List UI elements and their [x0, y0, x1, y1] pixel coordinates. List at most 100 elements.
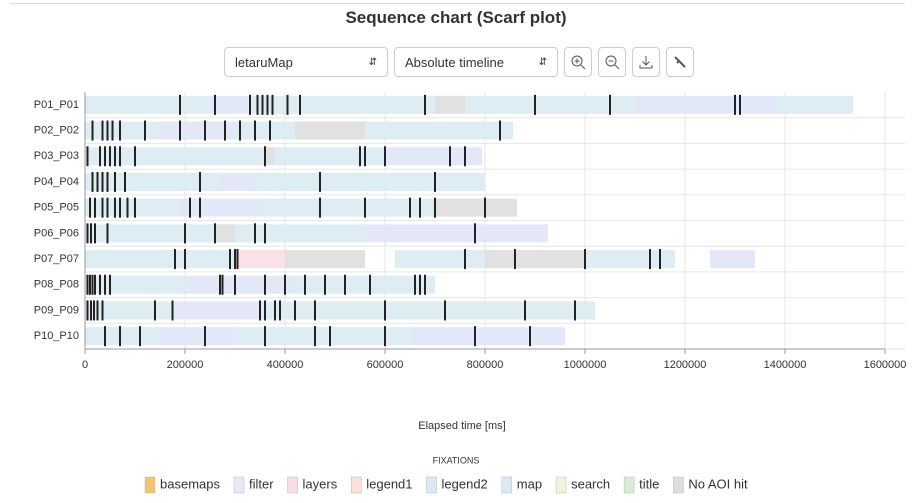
fixation-mark — [264, 326, 266, 347]
legend-label: legend1 — [366, 476, 412, 491]
y-tick-label: P10_P10 — [34, 330, 79, 342]
fixation-mark — [104, 146, 106, 167]
fixation-mark — [254, 223, 256, 244]
fixation-mark — [474, 326, 476, 347]
fixation-mark — [89, 197, 91, 218]
icon — [571, 55, 586, 70]
fixation-mark — [514, 249, 516, 270]
fixation-mark — [264, 274, 266, 295]
y-tick-label: P06_P06 — [34, 227, 79, 239]
fixation-mark — [259, 300, 261, 321]
fixation-mark — [384, 146, 386, 167]
fixation-mark — [319, 171, 321, 192]
fixation-mark — [91, 120, 94, 141]
fixation-mark — [464, 146, 466, 167]
x-tick-label: 1400000 — [764, 359, 807, 371]
icon — [674, 56, 686, 68]
fixation-mark — [101, 197, 104, 218]
fixation-mark — [179, 120, 181, 141]
fixation-mark — [96, 171, 99, 192]
aoi-segment — [235, 121, 295, 140]
aoi-segment — [465, 95, 635, 114]
fixation-mark — [254, 120, 256, 141]
zoom-out[interactable] — [598, 47, 626, 77]
fixation-mark — [474, 223, 476, 244]
aoi-segment — [85, 250, 235, 269]
fixation-mark — [204, 120, 206, 141]
fixation-mark — [234, 274, 236, 295]
fixation-mark — [179, 94, 181, 115]
fixation-mark — [409, 197, 411, 218]
legend-label: No AOI hit — [688, 476, 748, 491]
fixation-mark — [524, 300, 526, 321]
toolbar: letaruMap ⇵ Absolute timeline ⇵ — [224, 47, 694, 77]
fixation-mark — [184, 223, 186, 244]
x-tick-label: 800000 — [467, 359, 504, 371]
fixation-mark — [154, 300, 156, 321]
fixation-mark — [124, 171, 126, 192]
aoi-segment — [145, 147, 265, 166]
fixation-mark — [101, 300, 104, 321]
aoi-segment — [85, 224, 215, 243]
fixation-mark — [224, 120, 226, 141]
aoi-segment — [85, 198, 180, 217]
fixation-mark — [424, 274, 426, 295]
fixation-mark — [534, 94, 536, 115]
fixation-mark — [119, 120, 121, 141]
aoi-segment — [85, 121, 160, 140]
fixation-mark — [659, 249, 661, 270]
y-tick-label: P09_P09 — [34, 304, 79, 316]
aoi-segment — [255, 172, 365, 191]
fixation-mark — [189, 197, 191, 218]
zoom-in[interactable] — [564, 47, 592, 77]
fixation-mark — [384, 326, 386, 347]
fixation-mark — [86, 223, 89, 244]
fixation-mark — [314, 326, 316, 347]
fixation-mark — [204, 326, 206, 347]
fixation-mark — [86, 274, 89, 295]
fixation-mark — [184, 249, 186, 270]
divider — [10, 3, 905, 4]
fixation-mark — [364, 197, 366, 218]
aoi-segment — [295, 275, 435, 294]
fixation-mark — [314, 300, 316, 321]
fixation-mark — [304, 274, 306, 295]
legend-label: legend2 — [442, 476, 488, 491]
aoi-segment — [395, 301, 595, 320]
fixation-mark — [739, 94, 741, 115]
fixation-mark — [279, 300, 281, 321]
legend-label: title — [639, 476, 659, 491]
fixation-mark — [214, 94, 216, 115]
aoi-segment — [295, 121, 365, 140]
timeline-select[interactable]: Absolute timeline ⇵ — [394, 47, 558, 77]
aoi-segment — [265, 301, 395, 320]
settings[interactable] — [666, 47, 694, 77]
aoi-segment — [85, 301, 175, 320]
aoi-segment — [160, 121, 235, 140]
fixation-mark — [269, 120, 271, 141]
legend-swatch — [350, 476, 362, 494]
download[interactable] — [632, 47, 660, 77]
fixation-mark — [236, 249, 239, 270]
fixation-mark — [344, 274, 346, 295]
aoi-segment — [265, 147, 275, 166]
aoi-segment — [325, 198, 435, 217]
fixation-mark — [101, 171, 104, 192]
fixation-mark — [364, 146, 366, 167]
x-tick-label: 0 — [82, 359, 88, 371]
stimulus-select[interactable]: letaruMap ⇵ — [224, 47, 388, 77]
fixation-mark — [109, 274, 111, 295]
aoi-segment — [85, 327, 160, 346]
aoi-segment — [585, 250, 675, 269]
legend-label: map — [517, 476, 542, 491]
fixation-mark — [119, 146, 121, 167]
y-tick-label: P05_P05 — [34, 202, 79, 214]
fixation-mark — [90, 223, 92, 244]
fixation-mark — [106, 197, 109, 218]
x-tick-label: 1000000 — [564, 359, 607, 371]
fixation-mark — [229, 249, 231, 270]
fixation-mark — [369, 274, 371, 295]
x-tick-label: 1600000 — [864, 359, 907, 371]
fixation-mark — [99, 146, 101, 167]
y-tick-label: P04_P04 — [34, 176, 79, 188]
